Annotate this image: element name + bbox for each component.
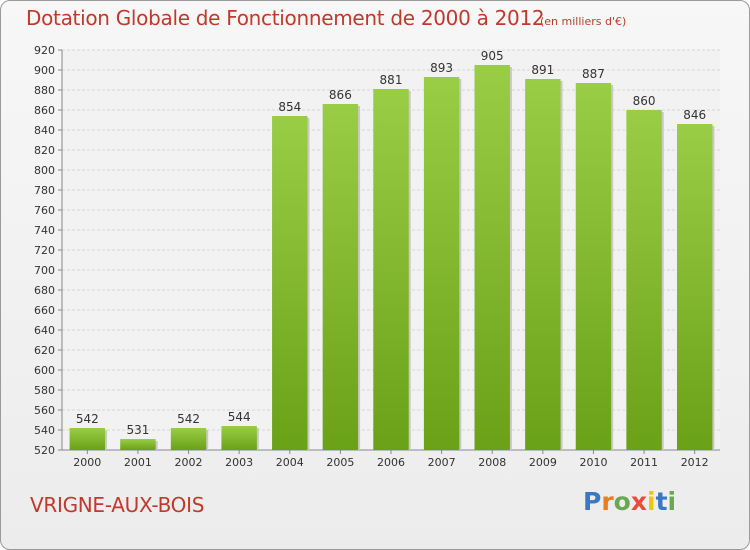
y-tick-label: 900 [34, 64, 55, 77]
x-tick-label: 2008 [478, 456, 506, 469]
bar-2000 [69, 428, 106, 450]
bar-value-label: 860 [633, 94, 656, 108]
bar-2009 [525, 79, 561, 450]
x-tick-label: 2009 [529, 456, 557, 469]
x-tick-label: 2005 [326, 456, 354, 469]
bar-2011 [626, 110, 662, 450]
bar-value-label: 881 [380, 73, 403, 87]
bar-2007 [423, 77, 460, 450]
bar-2002 [170, 428, 207, 450]
bar-value-label: 544 [228, 410, 251, 424]
data-labels: 542 531 542 544 854 866 881 893 905 891 887 860 846 [76, 49, 706, 437]
bar-value-label: 866 [329, 88, 352, 102]
bar-2001 [120, 439, 156, 450]
y-tick-label: 640 [34, 324, 55, 337]
bar-2005 [322, 104, 359, 450]
y-tick-label: 620 [34, 344, 55, 357]
y-tick-label: 760 [34, 204, 55, 217]
y-tick-label: 840 [34, 124, 55, 137]
bar-value-label: 846 [683, 108, 706, 122]
bar-value-label: 542 [177, 412, 200, 426]
logo-letter: o [613, 487, 631, 516]
y-tick-label: 720 [34, 244, 55, 257]
bar-value-label: 893 [430, 61, 453, 75]
x-tick-label: 2006 [377, 456, 405, 469]
y-tick-label: 740 [34, 224, 55, 237]
y-tick-label: 780 [34, 184, 55, 197]
chart-title: Dotation Globale de Fonctionnement de 20… [26, 6, 545, 30]
x-tick-label: 2010 [579, 456, 607, 469]
bar-2010 [575, 83, 612, 450]
logo-letter: P [583, 487, 602, 516]
x-tick-label: 2003 [225, 456, 253, 469]
y-tick-label: 920 [34, 44, 55, 57]
bar-2008 [474, 65, 510, 450]
bar-2003 [221, 426, 257, 450]
x-tick-label: 2002 [175, 456, 203, 469]
proxiti-logo[interactable]: Proxiti [583, 487, 676, 516]
logo-letter: r [601, 487, 614, 516]
bar-2004 [272, 116, 308, 450]
bar-value-label: 905 [481, 49, 504, 63]
logo-letter: i [667, 487, 677, 516]
logo-letter: x [630, 487, 647, 516]
bars [69, 65, 715, 450]
x-tick-label: 2004 [276, 456, 304, 469]
bar-2006 [373, 89, 409, 450]
logo-letter: i [647, 487, 656, 516]
y-tick-label: 580 [34, 384, 55, 397]
logo-letter: t [655, 487, 668, 516]
y-tick-label: 880 [34, 84, 55, 97]
y-tick-label: 520 [34, 444, 55, 457]
axes: 520 540 560 580 600 620 640 660 680 700 720 740 760 7… [34, 44, 720, 469]
bar-value-label: 891 [531, 63, 554, 77]
bar-value-label: 542 [76, 412, 99, 426]
bar-2012 [676, 124, 713, 450]
commune-name: VRIGNE-AUX-BOIS [30, 493, 205, 517]
y-tick-label: 800 [34, 164, 55, 177]
chart-unit-label: (en milliers d'€) [540, 15, 627, 28]
y-tick-label: 560 [34, 404, 55, 417]
bar-value-label: 887 [582, 67, 605, 81]
x-tick-label: 2012 [681, 456, 709, 469]
x-tick-label: 2007 [428, 456, 456, 469]
x-tick-label: 2011 [630, 456, 658, 469]
bar-value-label: 531 [126, 423, 149, 437]
y-tick-label: 680 [34, 284, 55, 297]
y-tick-label: 860 [34, 104, 55, 117]
x-tick-label: 2001 [124, 456, 152, 469]
x-tick-label: 2000 [73, 456, 101, 469]
y-tick-label: 600 [34, 364, 55, 377]
y-tick-label: 540 [34, 424, 55, 437]
y-tick-label: 660 [34, 304, 55, 317]
y-tick-label: 820 [34, 144, 55, 157]
y-tick-label: 700 [34, 264, 55, 277]
bar-value-label: 854 [278, 100, 301, 114]
